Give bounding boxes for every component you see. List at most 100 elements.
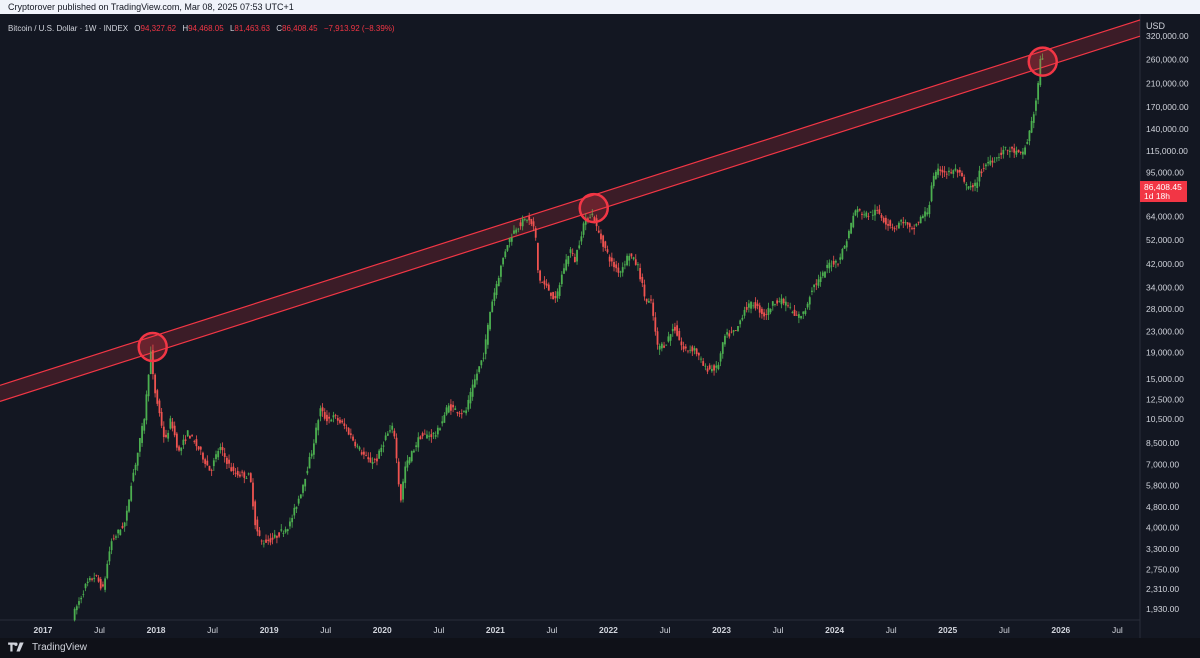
time-tick-label: Jul xyxy=(320,625,331,635)
candle-body xyxy=(267,539,270,542)
candle-body xyxy=(191,435,193,437)
candle-body xyxy=(782,298,785,304)
candle-body xyxy=(506,245,509,251)
candle-body xyxy=(262,543,265,545)
candle-body xyxy=(510,237,513,242)
price-tick-label: 2,750.00 xyxy=(1146,564,1179,574)
candle-body xyxy=(576,250,578,262)
candle-body xyxy=(254,501,257,526)
candle-body xyxy=(204,459,207,464)
price-tick-label: 95,000.00 xyxy=(1146,167,1184,177)
candle-body xyxy=(410,451,413,462)
candle-body xyxy=(713,365,715,371)
candle-body xyxy=(708,365,711,369)
candle-body xyxy=(943,171,946,173)
candle-body xyxy=(597,230,600,233)
candle-body xyxy=(719,353,722,362)
candle-body xyxy=(726,332,729,335)
last-price-value: 86,408.45 xyxy=(1144,182,1182,192)
candle-body xyxy=(380,447,383,453)
candle-body xyxy=(589,216,591,218)
candle-body xyxy=(115,536,117,538)
candle-body xyxy=(219,447,222,450)
candle-body xyxy=(256,519,259,532)
candle-body xyxy=(639,268,642,280)
candle-body xyxy=(521,219,524,227)
candle-body xyxy=(439,428,441,430)
candle-body xyxy=(402,481,404,500)
candle-body xyxy=(158,400,161,414)
candle-body xyxy=(447,405,450,413)
tradingview-brand[interactable]: TradingView xyxy=(7,641,87,653)
candle-body xyxy=(165,434,167,438)
candle-body xyxy=(704,365,707,367)
candle-body xyxy=(241,471,244,473)
open-label: O xyxy=(134,24,140,33)
candle-body xyxy=(778,301,781,303)
candle-body xyxy=(869,211,872,213)
candle-body xyxy=(587,218,589,221)
candle-body xyxy=(841,248,844,260)
candle-body xyxy=(863,214,866,216)
candle-body xyxy=(1000,152,1003,155)
candle-body xyxy=(508,237,511,243)
candle-body xyxy=(684,346,687,349)
candle-body xyxy=(252,482,254,507)
candle-body xyxy=(332,415,335,418)
close-value: 86,408.45 xyxy=(282,24,318,33)
price-tick-label: 170,000.00 xyxy=(1146,102,1189,112)
candle-body xyxy=(278,532,280,537)
candle-body xyxy=(239,474,241,477)
price-axis[interactable]: 320,000.00 260,000.00 210,000.00 170,000.00… xyxy=(1146,31,1189,614)
high-value: 94,468.05 xyxy=(188,24,224,33)
candle-body xyxy=(802,311,805,314)
candle-body xyxy=(195,439,198,447)
time-tick-label: 2024 xyxy=(825,625,844,635)
candle-body xyxy=(343,423,346,426)
candle-body xyxy=(600,233,602,240)
candle-body xyxy=(665,344,668,346)
candle-body xyxy=(160,411,163,426)
candle-body xyxy=(326,414,328,422)
candle-body xyxy=(787,305,789,307)
candle-body xyxy=(421,433,424,437)
price-tick-label: 260,000.00 xyxy=(1146,54,1189,64)
candle-body xyxy=(217,451,220,458)
price-tick-label: 52,000.00 xyxy=(1146,235,1184,245)
candle-body xyxy=(413,450,415,453)
candle-body xyxy=(389,430,391,432)
candle-body xyxy=(765,314,768,316)
candle-body xyxy=(917,221,920,223)
candle-body xyxy=(1041,58,1044,60)
candle-body xyxy=(378,450,381,459)
candle-body xyxy=(543,280,546,285)
candle-body xyxy=(647,301,650,303)
candle-body xyxy=(995,157,998,159)
candle-body xyxy=(445,407,448,415)
chart-area[interactable]: 320,000.00 260,000.00 210,000.00 170,000.00… xyxy=(0,14,1200,638)
candle-body xyxy=(819,276,822,282)
candle-body xyxy=(856,209,859,213)
candle-body xyxy=(193,441,196,442)
time-axis[interactable]: 2017 Jul 2018 Jul 2019 Jul 2020 Jul 2021 Jul 2022 J… xyxy=(34,625,1123,635)
price-tick-label: 8,500.00 xyxy=(1146,438,1179,448)
candle-body xyxy=(130,485,133,501)
candle-body xyxy=(78,601,80,605)
candle-body xyxy=(415,445,418,447)
candle-body xyxy=(626,255,628,266)
candle-body xyxy=(432,432,435,434)
candle-body xyxy=(295,506,298,509)
candle-body xyxy=(382,445,385,447)
candle-body xyxy=(426,434,428,439)
candle-body xyxy=(821,272,824,276)
candle-body xyxy=(1039,58,1042,86)
candle-body xyxy=(580,236,583,242)
candle-body xyxy=(97,577,100,582)
candle-body xyxy=(291,517,294,523)
candle-body xyxy=(689,349,692,351)
candle-body xyxy=(658,345,661,350)
candle-body xyxy=(963,176,966,182)
time-tick-label: Jul xyxy=(94,625,105,635)
chart-svg[interactable]: 320,000.00 260,000.00 210,000.00 170,000.00… xyxy=(0,14,1200,638)
candle-body xyxy=(471,384,474,397)
